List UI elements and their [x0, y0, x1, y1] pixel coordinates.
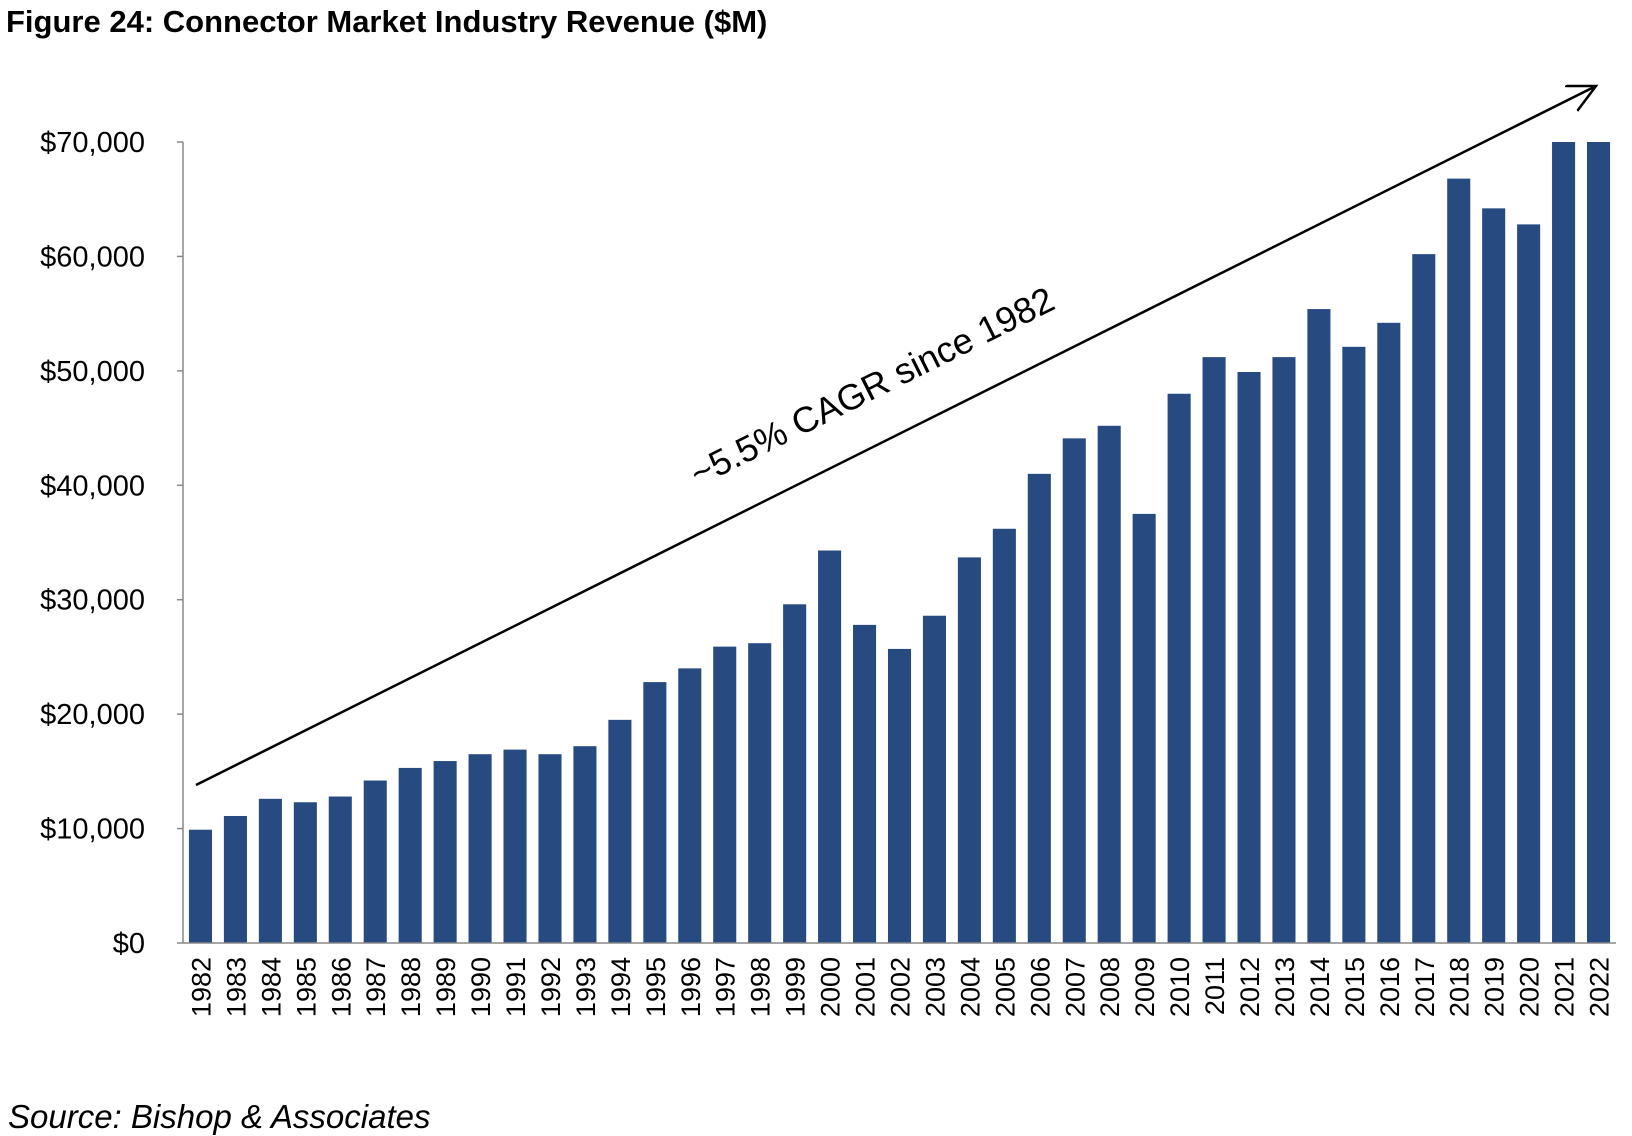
x-tick-label-2011: 2011 [1200, 957, 1230, 1015]
x-tick-label-2015: 2015 [1340, 957, 1370, 1017]
y-tick-label: $70,000 [40, 127, 145, 159]
y-tick-label: $0 [113, 928, 145, 960]
bar-2015 [1342, 346, 1366, 944]
bar-2020 [1517, 224, 1541, 943]
bars-group [188, 142, 1611, 944]
x-tick-label-1998: 1998 [746, 957, 776, 1017]
bar-2019 [1482, 208, 1506, 943]
x-tick-label-1997: 1997 [711, 957, 741, 1017]
x-tick-label-2007: 2007 [1060, 957, 1090, 1017]
bar-2010 [1167, 393, 1191, 943]
bar-1993 [573, 746, 597, 943]
bar-2014 [1307, 309, 1331, 943]
bar-2016 [1377, 322, 1401, 943]
bar-1992 [538, 754, 562, 943]
y-tick-label: $30,000 [40, 585, 145, 617]
bar-2005 [992, 528, 1016, 943]
y-tick-label: $20,000 [40, 699, 145, 731]
bar-2011 [1202, 357, 1226, 943]
bar-1994 [608, 719, 632, 943]
x-tick-label-1999: 1999 [781, 957, 811, 1017]
x-tick-label-1994: 1994 [606, 957, 636, 1017]
x-tick-label-1984: 1984 [256, 957, 286, 1017]
x-tick-label-2019: 2019 [1480, 957, 1510, 1017]
x-tick-label-2001: 2001 [851, 957, 881, 1017]
trend-arrow [195, 86, 1596, 787]
bar-2000 [818, 550, 842, 943]
y-axis-ticks: $0 $10,000 $20,000 $30,000 $40,000 $50,000 $60… [40, 127, 183, 960]
x-tick-label-2005: 2005 [990, 957, 1020, 1017]
x-tick-label-2009: 2009 [1130, 957, 1160, 1017]
bar-1998 [748, 643, 772, 943]
x-tick-label-1990: 1990 [466, 957, 496, 1017]
bar-2004 [957, 557, 981, 943]
x-tick-label-1988: 1988 [396, 957, 426, 1017]
y-tick-label: $60,000 [40, 241, 145, 273]
x-tick-label-2013: 2013 [1270, 957, 1300, 1017]
bar-1990 [468, 754, 492, 943]
x-axis-ticks: 1982 1983 1984 1985 1986 1987 1988 1989 1990 1991… [186, 957, 1614, 1017]
y-tick-label: $10,000 [40, 814, 145, 846]
bar-2009 [1132, 513, 1156, 943]
x-tick-label-1986: 1986 [326, 957, 356, 1017]
chart-title: Figure 24: Connector Market Industry Rev… [6, 4, 768, 39]
bar-2008 [1097, 425, 1121, 943]
bar-1986 [328, 796, 352, 943]
y-tick-label: $50,000 [40, 356, 145, 388]
bar-1991 [503, 749, 527, 943]
x-tick-label-1996: 1996 [676, 957, 706, 1017]
bar-2001 [853, 624, 877, 943]
x-tick-label-2006: 2006 [1025, 957, 1055, 1017]
x-tick-label-1995: 1995 [641, 957, 671, 1017]
source-note: Source: Bishop & Associates [8, 1098, 431, 1135]
bar-1995 [643, 682, 667, 943]
x-tick-label-2010: 2010 [1165, 957, 1195, 1017]
x-tick-label-1985: 1985 [291, 957, 321, 1017]
bar-2006 [1027, 473, 1051, 943]
x-tick-label-2004: 2004 [955, 957, 985, 1017]
bar-1983 [223, 815, 247, 943]
x-tick-label-1993: 1993 [571, 957, 601, 1017]
cagr-annotation: ~5.5% CAGR since 1982 [683, 278, 1060, 494]
bar-1999 [783, 604, 807, 943]
x-tick-label-1992: 1992 [536, 957, 566, 1017]
x-tick-label-2018: 2018 [1445, 957, 1475, 1017]
bar-2002 [887, 648, 912, 943]
x-tick-label-2012: 2012 [1235, 957, 1265, 1017]
bar-1987 [363, 780, 387, 943]
bar-2022 [1586, 142, 1611, 943]
x-tick-label-2016: 2016 [1375, 957, 1405, 1017]
bar-1996 [678, 668, 702, 943]
x-tick-label-2017: 2017 [1410, 957, 1440, 1017]
x-tick-label-2021: 2021 [1550, 957, 1580, 1017]
x-tick-label-1983: 1983 [221, 957, 251, 1017]
bar-1984 [258, 798, 282, 943]
bar-2013 [1272, 357, 1296, 943]
bar-1989 [433, 761, 457, 943]
y-tick-label: $40,000 [40, 470, 145, 502]
x-tick-label-2000: 2000 [816, 957, 846, 1017]
bar-1985 [293, 802, 317, 943]
bar-2018 [1447, 178, 1471, 943]
bar-1988 [398, 767, 422, 943]
x-tick-label-2014: 2014 [1305, 957, 1335, 1017]
bar-2021 [1552, 142, 1576, 943]
axes-group [182, 142, 1616, 944]
x-tick-label-1989: 1989 [431, 957, 461, 1017]
bar-2003 [922, 615, 946, 943]
x-tick-label-2003: 2003 [920, 957, 950, 1017]
bar-2007 [1062, 438, 1086, 943]
x-tick-label-2008: 2008 [1095, 957, 1125, 1017]
bar-2012 [1237, 372, 1261, 943]
bar-2017 [1412, 254, 1436, 943]
x-tick-label-1991: 1991 [501, 957, 531, 1017]
x-tick-label-2022: 2022 [1585, 957, 1615, 1017]
bar-1997 [713, 646, 737, 943]
x-tick-label-2002: 2002 [886, 957, 916, 1017]
x-tick-label-1982: 1982 [186, 957, 216, 1017]
bar-1982 [188, 829, 213, 943]
x-tick-label-2020: 2020 [1515, 957, 1545, 1017]
x-tick-label-1987: 1987 [361, 957, 391, 1017]
